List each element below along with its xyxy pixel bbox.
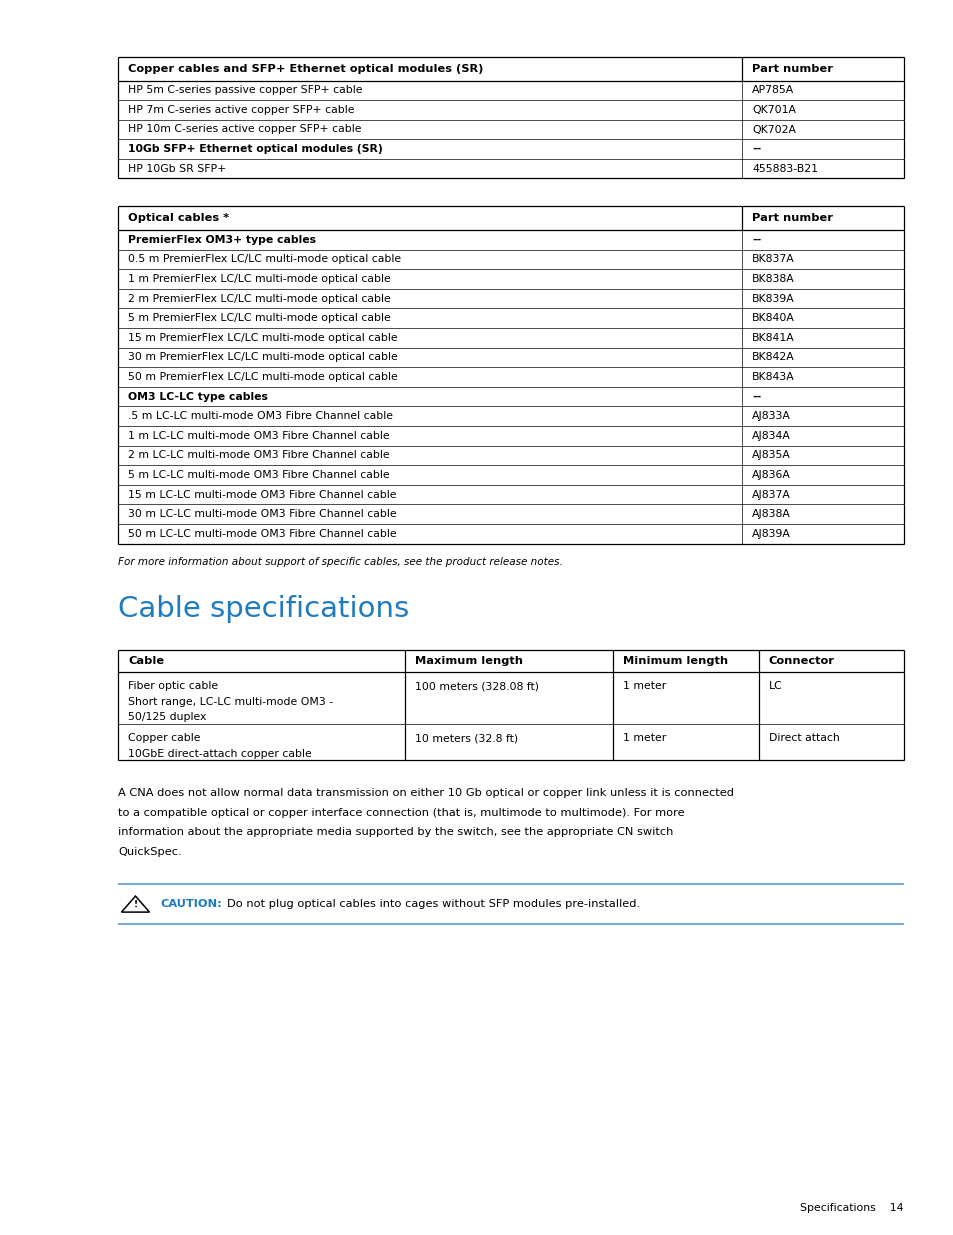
Text: CAUTION:: CAUTION:: [160, 899, 221, 909]
Text: Short range, LC-LC multi-mode OM3 -: Short range, LC-LC multi-mode OM3 -: [128, 697, 333, 706]
Text: !: !: [133, 900, 137, 909]
Text: --: --: [751, 144, 760, 154]
Text: 0.5 m PremierFlex LC/LC multi-mode optical cable: 0.5 m PremierFlex LC/LC multi-mode optic…: [128, 254, 400, 264]
Text: A CNA does not allow normal data transmission on either 10 Gb optical or copper : A CNA does not allow normal data transmi…: [118, 788, 733, 798]
Text: 1 m PremierFlex LC/LC multi-mode optical cable: 1 m PremierFlex LC/LC multi-mode optical…: [128, 274, 391, 284]
Text: AJ834A: AJ834A: [751, 431, 790, 441]
Text: information about the appropriate media supported by the switch, see the appropr: information about the appropriate media …: [118, 827, 673, 837]
Text: Direct attach: Direct attach: [768, 734, 839, 743]
Text: Fiber optic cable: Fiber optic cable: [128, 680, 218, 692]
Text: Part number: Part number: [751, 214, 832, 224]
Text: 50 m PremierFlex LC/LC multi-mode optical cable: 50 m PremierFlex LC/LC multi-mode optica…: [128, 372, 397, 382]
Text: 1 meter: 1 meter: [622, 680, 666, 692]
Text: Cable: Cable: [128, 656, 164, 666]
Text: HP 7m C-series active copper SFP+ cable: HP 7m C-series active copper SFP+ cable: [128, 105, 355, 115]
Text: Part number: Part number: [751, 64, 832, 74]
Text: Maximum length: Maximum length: [415, 656, 522, 666]
Text: .5 m LC-LC multi-mode OM3 Fibre Channel cable: .5 m LC-LC multi-mode OM3 Fibre Channel …: [128, 411, 393, 421]
Text: BK843A: BK843A: [751, 372, 794, 382]
Text: PremierFlex OM3+ type cables: PremierFlex OM3+ type cables: [128, 235, 315, 245]
Text: 50/125 duplex: 50/125 duplex: [128, 713, 206, 722]
Text: QK701A: QK701A: [751, 105, 795, 115]
Text: HP 10Gb SR SFP+: HP 10Gb SR SFP+: [128, 164, 226, 174]
Text: AJ839A: AJ839A: [751, 529, 790, 538]
Text: HP 10m C-series active copper SFP+ cable: HP 10m C-series active copper SFP+ cable: [128, 125, 361, 135]
Text: BK840A: BK840A: [751, 314, 794, 324]
Text: --: --: [751, 391, 760, 401]
Text: 5 m PremierFlex LC/LC multi-mode optical cable: 5 m PremierFlex LC/LC multi-mode optical…: [128, 314, 391, 324]
Text: 30 m LC-LC multi-mode OM3 Fibre Channel cable: 30 m LC-LC multi-mode OM3 Fibre Channel …: [128, 509, 396, 519]
Text: Cable specifications: Cable specifications: [118, 594, 409, 622]
Text: QuickSpec.: QuickSpec.: [118, 847, 181, 857]
Text: 5 m LC-LC multi-mode OM3 Fibre Channel cable: 5 m LC-LC multi-mode OM3 Fibre Channel c…: [128, 471, 389, 480]
Text: BK842A: BK842A: [751, 352, 794, 362]
Text: AJ837A: AJ837A: [751, 489, 790, 500]
Text: Connector: Connector: [768, 656, 834, 666]
Text: 50 m LC-LC multi-mode OM3 Fibre Channel cable: 50 m LC-LC multi-mode OM3 Fibre Channel …: [128, 529, 396, 538]
Text: BK839A: BK839A: [751, 294, 794, 304]
Text: OM3 LC-LC type cables: OM3 LC-LC type cables: [128, 391, 268, 401]
Text: AP785A: AP785A: [751, 85, 794, 95]
Text: AJ838A: AJ838A: [751, 509, 790, 519]
Text: AJ833A: AJ833A: [751, 411, 790, 421]
Text: 2 m PremierFlex LC/LC multi-mode optical cable: 2 m PremierFlex LC/LC multi-mode optical…: [128, 294, 391, 304]
Text: BK837A: BK837A: [751, 254, 794, 264]
Text: 1 m LC-LC multi-mode OM3 Fibre Channel cable: 1 m LC-LC multi-mode OM3 Fibre Channel c…: [128, 431, 389, 441]
Text: 1 meter: 1 meter: [622, 734, 666, 743]
Text: BK838A: BK838A: [751, 274, 794, 284]
Text: Minimum length: Minimum length: [622, 656, 727, 666]
Text: LC: LC: [768, 680, 781, 692]
Text: AJ836A: AJ836A: [751, 471, 790, 480]
Text: HP 5m C-series passive copper SFP+ cable: HP 5m C-series passive copper SFP+ cable: [128, 85, 362, 95]
Text: 100 meters (328.08 ft): 100 meters (328.08 ft): [415, 680, 538, 692]
Text: Specifications    14: Specifications 14: [800, 1203, 903, 1213]
Text: 15 m LC-LC multi-mode OM3 Fibre Channel cable: 15 m LC-LC multi-mode OM3 Fibre Channel …: [128, 489, 396, 500]
Text: 15 m PremierFlex LC/LC multi-mode optical cable: 15 m PremierFlex LC/LC multi-mode optica…: [128, 332, 397, 343]
Text: --: --: [751, 235, 760, 245]
Text: 455883-B21: 455883-B21: [751, 164, 817, 174]
Text: For more information about support of specific cables, see the product release n: For more information about support of sp…: [118, 557, 562, 567]
Text: 10 meters (32.8 ft): 10 meters (32.8 ft): [415, 734, 517, 743]
Text: Optical cables *: Optical cables *: [128, 214, 229, 224]
Text: AJ835A: AJ835A: [751, 451, 790, 461]
Text: to a compatible optical or copper interface connection (that is, multimode to mu: to a compatible optical or copper interf…: [118, 808, 684, 818]
Text: Do not plug optical cables into cages without SFP modules pre-installed.: Do not plug optical cables into cages wi…: [227, 899, 639, 909]
Text: 2 m LC-LC multi-mode OM3 Fibre Channel cable: 2 m LC-LC multi-mode OM3 Fibre Channel c…: [128, 451, 389, 461]
Text: Copper cable: Copper cable: [128, 734, 200, 743]
Text: BK841A: BK841A: [751, 332, 794, 343]
Text: QK702A: QK702A: [751, 125, 795, 135]
Text: 10Gb SFP+ Ethernet optical modules (SR): 10Gb SFP+ Ethernet optical modules (SR): [128, 144, 382, 154]
Text: Copper cables and SFP+ Ethernet optical modules (SR): Copper cables and SFP+ Ethernet optical …: [128, 64, 483, 74]
Text: 10GbE direct-attach copper cable: 10GbE direct-attach copper cable: [128, 748, 312, 758]
Text: 30 m PremierFlex LC/LC multi-mode optical cable: 30 m PremierFlex LC/LC multi-mode optica…: [128, 352, 397, 362]
